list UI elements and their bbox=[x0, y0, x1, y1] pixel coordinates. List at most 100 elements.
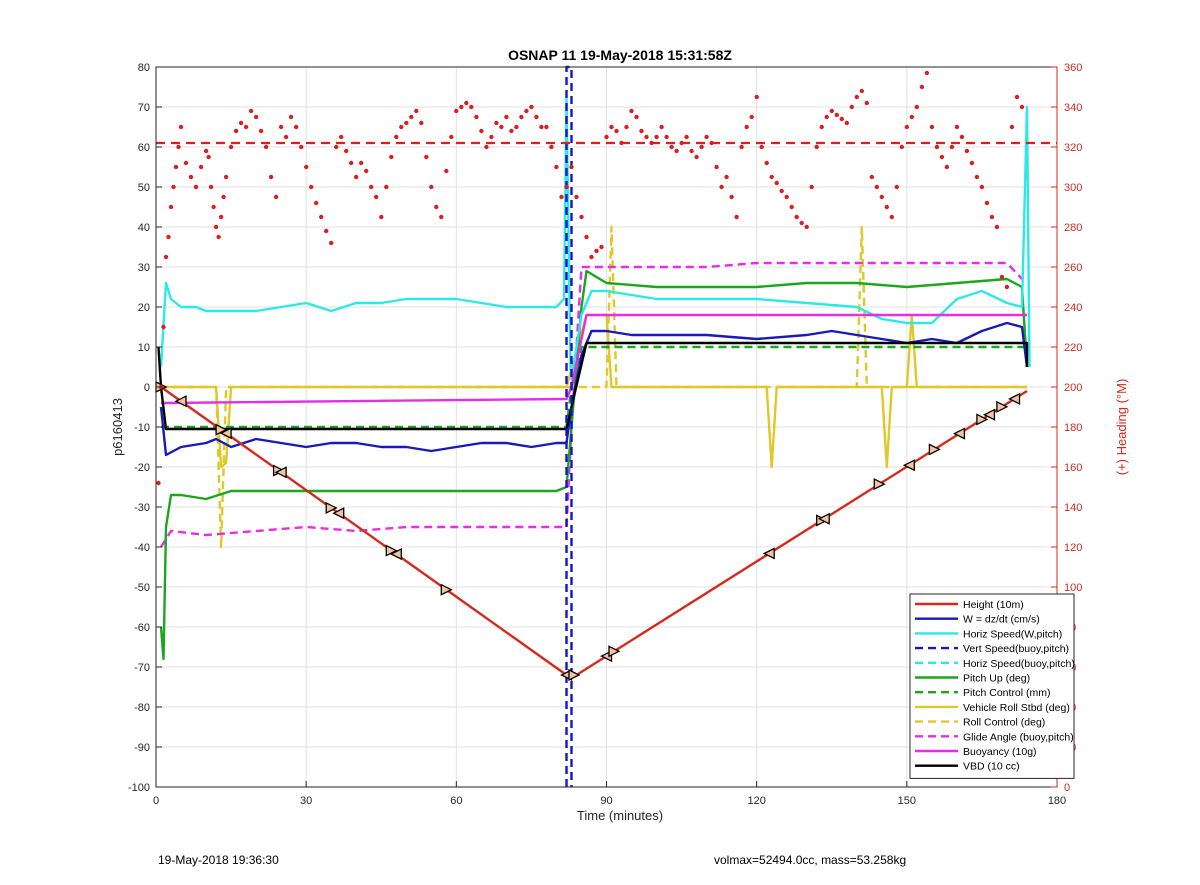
heading-point bbox=[779, 188, 784, 194]
heading-point bbox=[809, 184, 814, 190]
heading-point bbox=[369, 184, 374, 190]
heading-point bbox=[339, 134, 344, 140]
heading-point bbox=[278, 124, 284, 130]
heading-point bbox=[554, 164, 559, 170]
heading-point bbox=[589, 254, 594, 260]
heading-point bbox=[899, 144, 904, 150]
heading-point bbox=[859, 88, 864, 94]
heading-point bbox=[889, 214, 894, 220]
y-tick-label: 0 bbox=[144, 382, 150, 394]
y-axis-left: -100-90-80-70-60-50-40-30-20-10010203040… bbox=[128, 62, 162, 794]
heading-point bbox=[804, 224, 809, 230]
height-marker bbox=[762, 547, 775, 560]
heading-point bbox=[744, 124, 749, 130]
heading-point bbox=[874, 184, 879, 190]
heading-point bbox=[359, 160, 364, 166]
heading-point bbox=[484, 144, 489, 150]
heading-point bbox=[514, 124, 519, 130]
heading-point bbox=[714, 164, 719, 170]
heading-point bbox=[344, 148, 349, 154]
heading-point bbox=[176, 144, 181, 150]
heading-point bbox=[659, 124, 664, 130]
heading-point bbox=[869, 174, 874, 180]
y-tick-label: -80 bbox=[134, 702, 150, 714]
heading-point bbox=[994, 224, 1000, 230]
heading-point bbox=[474, 114, 479, 120]
heading-point bbox=[764, 160, 769, 166]
heading-point bbox=[749, 114, 754, 120]
legend-label: Vert Speed(buoy,pitch) bbox=[963, 643, 1069, 655]
heading-point bbox=[404, 120, 409, 126]
heading-point bbox=[509, 128, 514, 134]
y-tick-label: 70 bbox=[138, 102, 150, 114]
heading-point bbox=[544, 124, 549, 130]
heading-point bbox=[639, 128, 644, 134]
heading-point bbox=[198, 164, 204, 170]
height-marker bbox=[996, 400, 1009, 413]
y2-axis-label: (+) Heading (°M) bbox=[1114, 379, 1129, 476]
heading-point bbox=[959, 134, 965, 140]
heading-point bbox=[409, 114, 414, 120]
height-marker bbox=[902, 459, 915, 472]
y2-tick-label: 320 bbox=[1064, 142, 1082, 154]
heading-point bbox=[211, 204, 216, 210]
heading-point bbox=[904, 124, 909, 130]
heading-point bbox=[324, 228, 329, 234]
heading-point bbox=[609, 124, 614, 130]
heading-point bbox=[564, 184, 569, 190]
heading-point bbox=[654, 134, 659, 140]
legend-label: VBD (10 cc) bbox=[963, 761, 1020, 773]
y-tick-label: 80 bbox=[138, 62, 150, 74]
height-marker bbox=[274, 466, 287, 479]
heading-point bbox=[929, 124, 935, 130]
heading-point bbox=[494, 120, 499, 126]
heading-point bbox=[283, 134, 289, 140]
heading-point bbox=[754, 94, 759, 100]
heading-point bbox=[193, 184, 199, 190]
heading-point bbox=[166, 234, 171, 240]
heading-point bbox=[223, 174, 229, 180]
heading-point bbox=[459, 104, 464, 110]
heading-point bbox=[759, 144, 764, 150]
heading-point bbox=[789, 204, 794, 210]
series-pitch bbox=[159, 269, 1029, 661]
series-roll bbox=[161, 313, 1027, 469]
heading-point bbox=[824, 114, 829, 120]
heading-point bbox=[849, 104, 854, 110]
heading-point bbox=[989, 214, 995, 220]
height-marker bbox=[873, 478, 886, 491]
heading-point bbox=[919, 84, 925, 90]
heading-point bbox=[469, 104, 474, 110]
height-marker bbox=[976, 413, 989, 426]
heading-point bbox=[884, 204, 889, 210]
y-tick-label: -40 bbox=[134, 542, 150, 554]
heading-point bbox=[349, 160, 354, 166]
heading-point bbox=[228, 144, 234, 150]
heading-point bbox=[329, 240, 334, 246]
heading-point bbox=[263, 144, 269, 150]
height-marker bbox=[219, 427, 232, 440]
legend-label: Pitch Control (mm) bbox=[963, 687, 1051, 699]
legend-label: Horiz Speed(W,pitch) bbox=[963, 628, 1062, 640]
height-marker bbox=[174, 395, 187, 408]
heading-point bbox=[784, 194, 789, 200]
heading-point bbox=[684, 134, 689, 140]
y-axis-label: p6160413 bbox=[110, 398, 125, 456]
legend-label: W = dz/dt (cm/s) bbox=[963, 614, 1040, 626]
heading-point bbox=[649, 140, 654, 146]
heading-point bbox=[979, 184, 985, 190]
heading-point bbox=[794, 214, 799, 220]
heading-point bbox=[414, 108, 419, 114]
legend: Height (10m) W = dz/dt (cm/s) Horiz Speed(… bbox=[909, 593, 1075, 779]
heading-point bbox=[924, 70, 930, 76]
legend-label: Roll Control (deg) bbox=[963, 717, 1045, 729]
footer-timestamp: 19-May-2018 19:36:30 bbox=[158, 853, 279, 867]
x-tick-label: 120 bbox=[747, 795, 765, 807]
height-marker bbox=[1008, 392, 1021, 405]
heading-point bbox=[178, 124, 184, 130]
heading-point bbox=[171, 184, 176, 190]
legend-label: Vehicle Roll Stbd (deg) bbox=[963, 702, 1070, 714]
y2-tick-label: 280 bbox=[1064, 222, 1082, 234]
y-tick-label: 50 bbox=[138, 182, 150, 194]
